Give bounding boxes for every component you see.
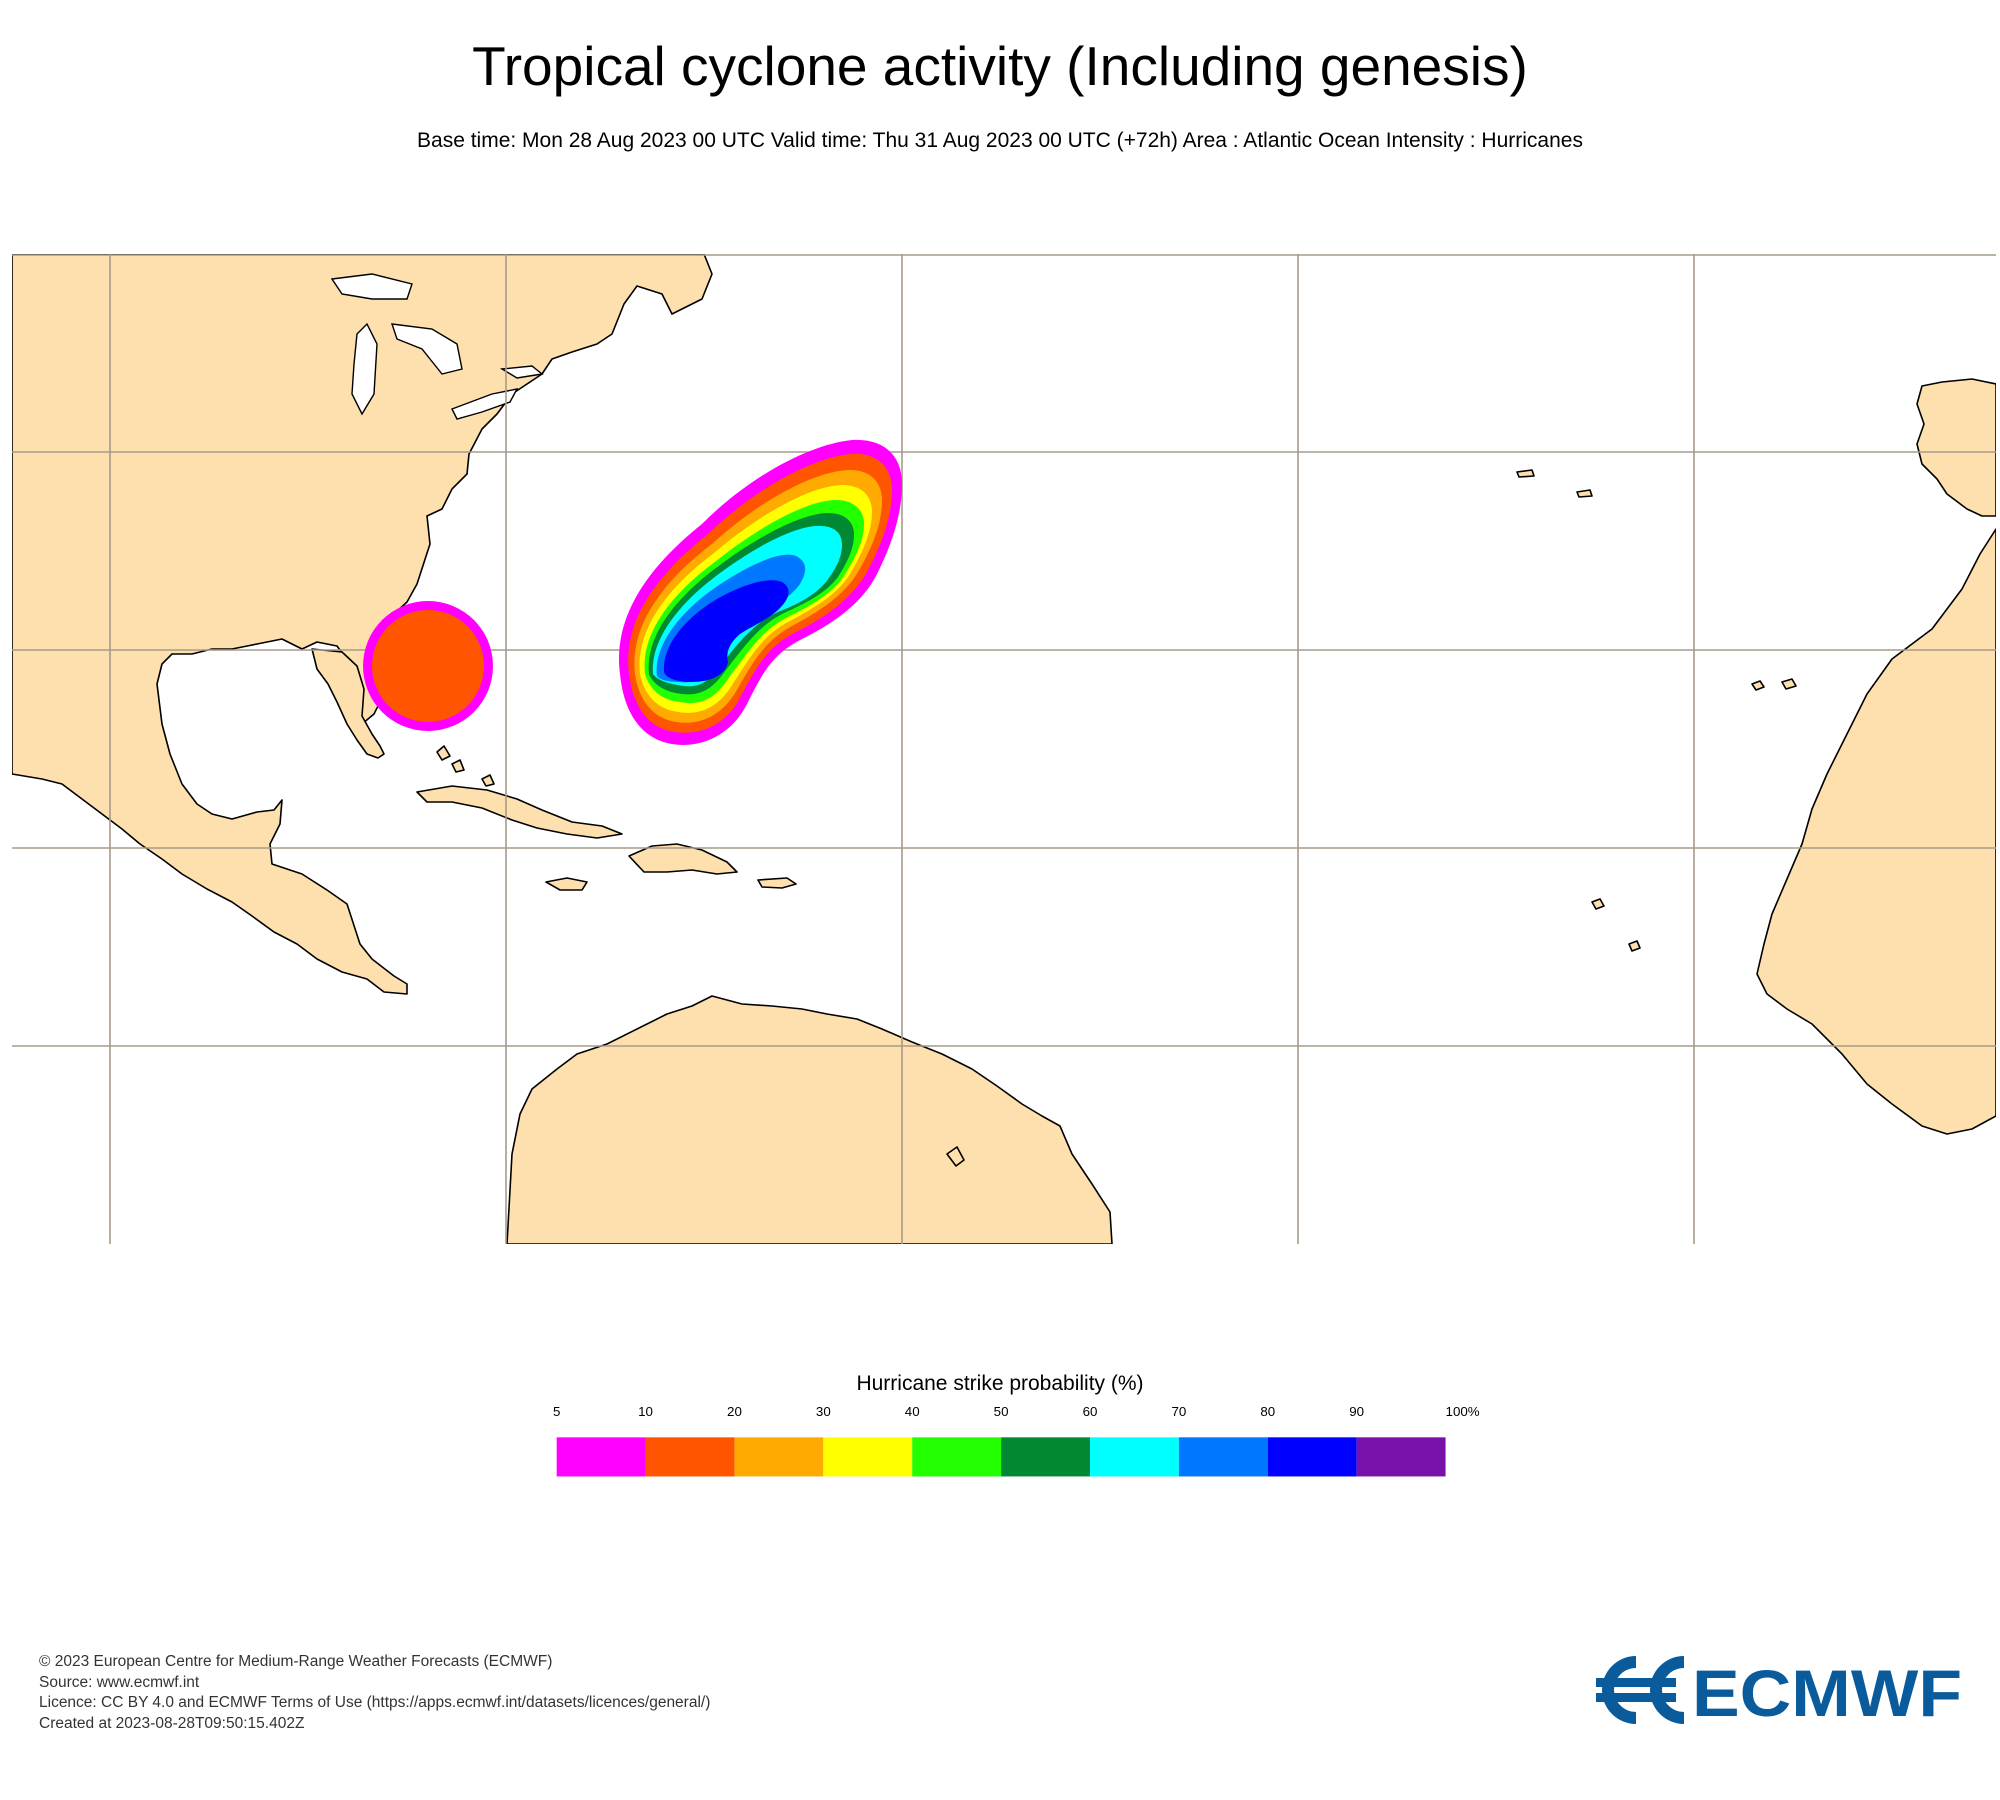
cuba-land: [416, 785, 623, 839]
legend-bin-20-30: [734, 1437, 824, 1477]
legend-tick-label: 40: [905, 1404, 920, 1419]
azores-islands: [1576, 489, 1593, 498]
copyright-text: © 2023 European Centre for Medium-Range …: [39, 1653, 553, 1670]
source-text: Source: www.ecmwf.int: [39, 1673, 200, 1691]
licence-text: Licence: CC BY 4.0 and ECMWF Terms of Us…: [39, 1694, 711, 1711]
forecast-map: [12, 254, 1996, 1244]
trinidad-land: [946, 1146, 965, 1167]
south-america-land: [506, 995, 1113, 1244]
legend-bin-10-20: [645, 1437, 735, 1477]
strike-probability-gulf: [363, 601, 493, 731]
lat-lon-grid: [12, 254, 1996, 1244]
legend-title: Hurricane strike probability (%): [856, 1372, 1144, 1395]
north-america-land: [12, 254, 713, 995]
iberia-land: [1916, 378, 1996, 517]
svg-text:ECMWF: ECMWF: [1692, 1656, 1962, 1730]
created-text: Created at 2023-08-28T09:50:15.402Z: [39, 1714, 305, 1732]
puerto-rico-land: [757, 877, 797, 889]
africa-land: [1756, 528, 1996, 1135]
great-lakes: [330, 273, 544, 420]
legend-tick-label: 20: [727, 1404, 742, 1419]
legend-tick-label: 100%: [1446, 1404, 1480, 1419]
ecmwf-logo: ECMWF: [1596, 1656, 1962, 1730]
jamaica-land: [545, 877, 588, 891]
bahamas-islands: [451, 759, 465, 773]
azores-islands: [1516, 469, 1535, 478]
legend-bin-90-100: [1356, 1437, 1446, 1477]
legend-bin-5-10: [556, 1437, 646, 1477]
bahamas-islands: [436, 745, 451, 761]
ecmwf-logo-icon: [1596, 1656, 1684, 1724]
legend-tick-label: 70: [1171, 1404, 1186, 1419]
map-title: Tropical cyclone activity (Including gen…: [472, 35, 1528, 97]
footer: © 2023 European Centre for Medium-Range …: [39, 1652, 710, 1734]
legend-bin-40-50: [912, 1437, 1002, 1477]
probability-legend: 5 10 20 30 40 50 60 70 80 90 100%: [553, 1404, 1480, 1477]
legend-bin-50-60: [1001, 1437, 1090, 1477]
legend-bin-30-40: [823, 1437, 913, 1477]
prob-band-10-20: [372, 610, 484, 722]
canary-islands: [1751, 680, 1765, 691]
prob-band-80-90: [663, 580, 789, 682]
bahamas-islands: [481, 774, 495, 787]
hispaniola-land: [628, 843, 738, 875]
land-masses: [12, 254, 1996, 1244]
legend-tick-label: 50: [994, 1404, 1009, 1419]
legend-tick-label: 30: [816, 1404, 831, 1419]
cape-verde-islands: [1591, 898, 1605, 910]
strike-probability-atlantic: [618, 439, 902, 745]
cape-verde-islands: [1628, 940, 1641, 952]
legend-tick-label: 80: [1260, 1404, 1275, 1419]
legend-bin-70-80: [1178, 1437, 1268, 1477]
florida-land: [311, 648, 385, 759]
legend-tick-label: 5: [553, 1404, 560, 1419]
legend-tick-label: 60: [1083, 1404, 1098, 1419]
canary-islands: [1781, 678, 1797, 690]
legend-bin-80-90: [1267, 1437, 1357, 1477]
legend-tick-label: 90: [1349, 1404, 1364, 1419]
legend-tick-label: 10: [638, 1404, 653, 1419]
legend-bin-60-70: [1090, 1437, 1179, 1477]
map-subtitle: Base time: Mon 28 Aug 2023 00 UTC Valid …: [417, 129, 1583, 152]
